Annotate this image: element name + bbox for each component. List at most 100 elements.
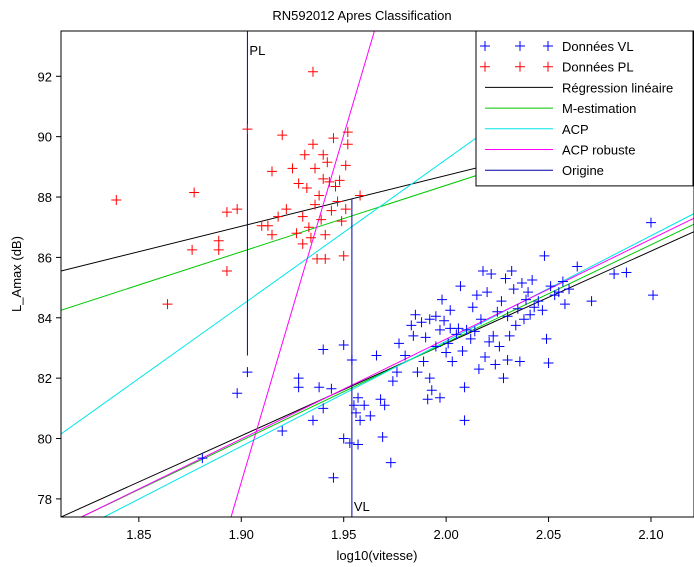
data-point	[475, 314, 486, 325]
x-tick-label: 1.95	[331, 527, 356, 542]
data-point	[437, 294, 448, 305]
legend-item-donnees-pl: Données PL	[480, 60, 634, 75]
data-point	[424, 373, 435, 384]
data-point	[434, 392, 445, 403]
data-point	[340, 160, 351, 171]
data-point	[291, 228, 302, 239]
data-point	[412, 367, 423, 378]
data-point	[465, 333, 476, 344]
data-point	[346, 355, 357, 366]
data-point	[340, 204, 351, 215]
data-point	[267, 229, 277, 240]
data-point	[406, 320, 417, 331]
data-point	[559, 299, 570, 310]
legend-item-donnees-vl: Données VL	[480, 39, 634, 54]
data-point	[314, 382, 325, 393]
legend-label: Origine	[562, 163, 604, 178]
data-point	[391, 367, 402, 378]
chart-title: RN592012 Apres Classification	[272, 8, 451, 23]
data-point	[338, 339, 349, 350]
data-point	[451, 329, 462, 340]
data-point	[385, 457, 396, 468]
data-point	[303, 222, 314, 233]
data-point	[314, 190, 325, 201]
data-point	[305, 232, 316, 243]
data-point	[461, 324, 472, 335]
data-point	[510, 320, 521, 331]
data-point	[521, 294, 532, 305]
y-tick-label: 80	[38, 432, 52, 447]
data-point	[539, 250, 550, 261]
data-point	[299, 149, 310, 160]
data-point	[262, 220, 273, 231]
data-point	[342, 127, 353, 138]
data-point	[338, 250, 349, 261]
x-tick-label: 1.90	[229, 527, 254, 542]
data-point	[439, 315, 450, 326]
data-point	[328, 472, 339, 483]
data-point	[232, 388, 243, 399]
legend-label: Données PL	[562, 60, 634, 75]
data-point	[359, 400, 370, 411]
legend-marker	[543, 41, 553, 51]
x-tick-label: 2.00	[433, 527, 458, 542]
data-point	[326, 383, 337, 394]
data-point	[277, 425, 288, 436]
data-point	[494, 341, 505, 352]
data-point	[533, 296, 544, 307]
x-axis-title: log10(vitesse)	[337, 548, 418, 563]
data-point	[502, 311, 513, 322]
plot-area: PL VL	[61, 31, 694, 517]
data-point	[504, 330, 515, 341]
y-tick-label: 78	[38, 492, 52, 507]
y-tick-label: 86	[38, 250, 52, 265]
data-point	[324, 176, 335, 187]
acp-robuste-line-2	[81, 217, 694, 517]
acp-line-2	[103, 213, 694, 517]
data-point	[387, 376, 398, 387]
legend-label: ACP	[562, 122, 589, 137]
data-point	[469, 326, 480, 337]
data-point	[459, 382, 470, 393]
data-point	[273, 211, 284, 222]
data-point	[512, 303, 523, 314]
donnees-vl-series	[197, 217, 659, 483]
data-point	[645, 217, 656, 228]
data-point	[541, 333, 552, 344]
data-point	[310, 163, 321, 174]
data-point	[221, 207, 232, 218]
data-point	[162, 299, 173, 310]
data-point	[426, 385, 437, 396]
data-point	[318, 149, 329, 160]
data-point	[213, 235, 224, 246]
data-point	[293, 382, 304, 393]
data-point	[488, 330, 499, 341]
data-point	[490, 359, 501, 370]
legend-label: Régression linéaire	[562, 80, 673, 95]
data-point	[621, 267, 632, 278]
data-point	[287, 163, 298, 174]
acp-robuste-series	[81, 31, 694, 517]
data-point	[445, 305, 456, 316]
data-point	[537, 305, 548, 316]
data-point	[197, 453, 208, 464]
data-point	[342, 139, 353, 150]
data-point	[320, 253, 331, 264]
data-point	[307, 66, 318, 77]
y-tick-label: 88	[38, 190, 52, 205]
data-point	[518, 314, 529, 325]
data-point	[301, 182, 312, 193]
data-point	[609, 269, 620, 279]
data-point	[459, 415, 470, 426]
legend-item-regression-lineaire: Régression linéaire	[485, 80, 673, 95]
annotation-vl: VL	[354, 499, 370, 514]
data-point	[221, 265, 232, 276]
data-point	[322, 157, 333, 168]
data-point	[326, 205, 337, 216]
data-point	[500, 273, 511, 284]
regression-lineaire-line-2	[61, 231, 694, 517]
data-point	[430, 341, 441, 352]
data-point	[492, 306, 503, 317]
data-point	[523, 287, 534, 298]
x-tick-label: 1.85	[126, 527, 151, 542]
